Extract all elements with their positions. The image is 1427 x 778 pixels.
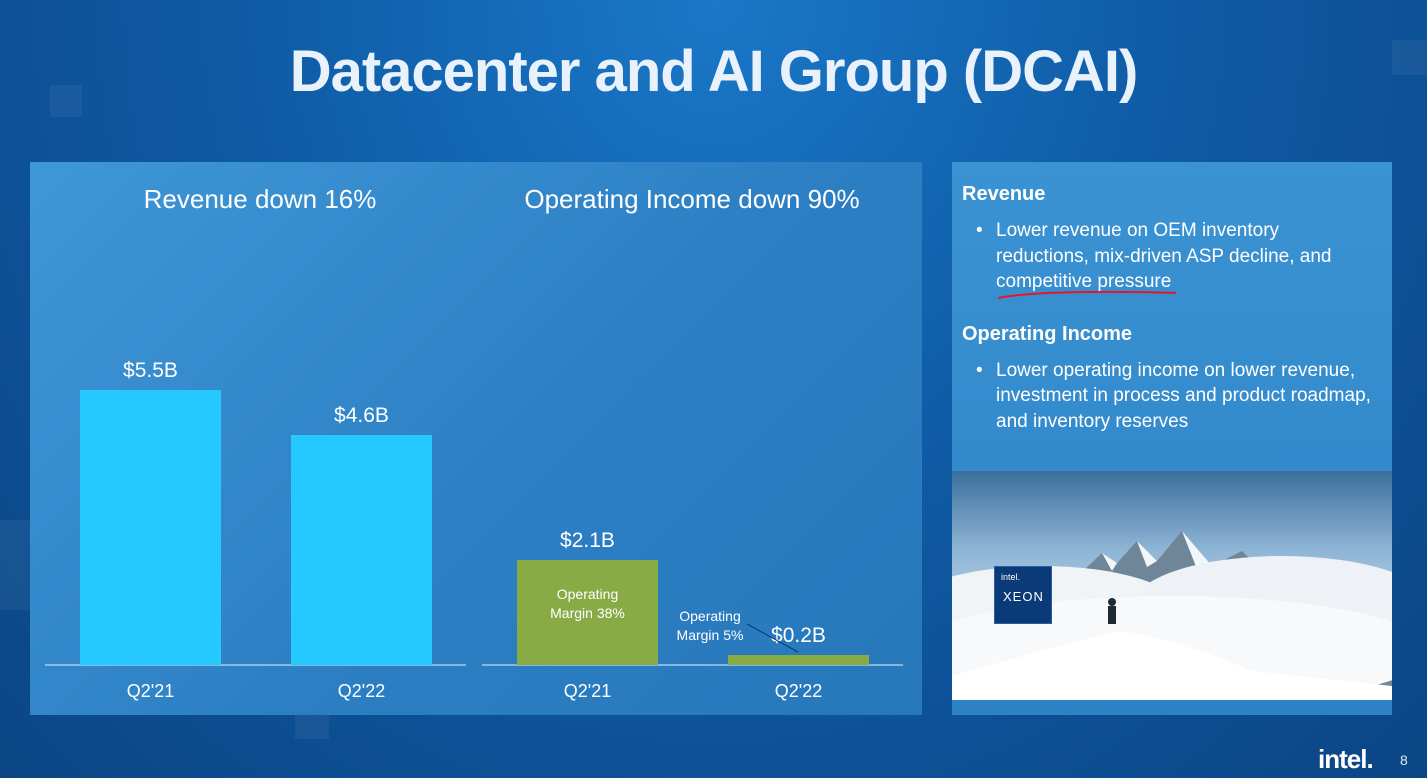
revenue-category-label: Q2'21 [127,681,174,701]
xeon-badge: intel. XEON [994,566,1052,624]
opinc-bullets: Lower operating income on lower revenue,… [976,358,1392,435]
revenue-heading: Revenue [962,183,1046,205]
opinc-value-label: $2.1B [560,529,615,552]
opinc-category-label: Q2'22 [775,681,822,701]
red-underline-mark [997,290,1177,299]
opinc-bar-q2-21 [517,560,658,665]
charts-svg: $5.5B $4.6B Q2'21 Q2'22 $2.1B $0.2B Q2'2… [45,359,903,701]
revenue-bar-q2-21 [80,390,221,665]
underlined-phrase-text: competitive pressure [996,271,1172,292]
margin-annotation-line1: Operating [557,586,618,602]
revenue-bar-q2-22 [291,435,432,665]
opinc-category-label: Q2'21 [564,681,611,701]
background-square [295,715,329,739]
badge-brand: intel. [1001,572,1021,582]
underlined-phrase: competitive pressure [996,269,1177,299]
background-square [50,85,82,117]
revenue-bullets: Lower revenue on OEM inventory reduction… [976,218,1392,299]
revenue-value-label: $5.5B [123,359,178,382]
opinc-bullet: Lower operating income on lower revenue,… [976,358,1376,435]
commentary-panel: Revenue Lower revenue on OEM inventory r… [952,162,1392,715]
chart-panel: Revenue down 16% Operating Income down 9… [30,162,922,715]
annotation-leader-line [746,623,799,653]
revenue-bullet-text: Lower revenue on OEM inventory reduction… [996,220,1332,267]
margin-annotation-line1: Operating [679,608,740,624]
badge-product: XEON [1003,589,1044,604]
revenue-category-label: Q2'22 [338,681,385,701]
opinc-value-label: $0.2B [771,624,826,647]
background-square [1392,40,1427,75]
revenue-value-label: $4.6B [334,404,389,427]
margin-annotation-line2: Margin 5% [677,627,744,643]
revenue-bullet: Lower revenue on OEM inventory reduction… [976,218,1376,299]
margin-annotation-line2: Margin 38% [550,605,625,621]
revenue-chart-title: Revenue down 16% [143,184,377,214]
intel-logo: intel. [1318,744,1374,774]
opinc-chart-title: Operating Income down 90% [524,184,860,214]
background-square [0,520,30,610]
page-title: Datacenter and AI Group (DCAI) [289,39,1139,104]
opinc-heading: Operating Income [962,322,1133,345]
opinc-bar-q2-22 [728,655,869,665]
xeon-mountain-photo: intel. XEON [952,471,1392,700]
page-number: 8 [1400,752,1408,768]
